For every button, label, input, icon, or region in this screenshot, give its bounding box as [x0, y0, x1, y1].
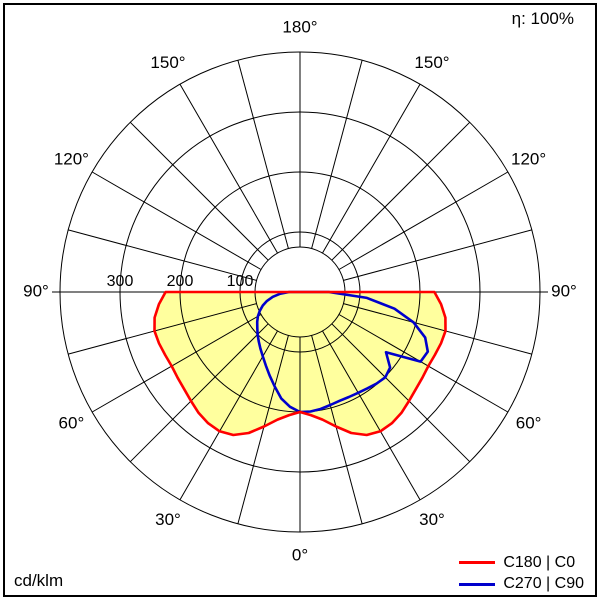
unit-label: cd/klm — [14, 571, 64, 590]
angle-label-150-right: 150° — [414, 53, 449, 72]
radial-tick-label: 200 — [167, 273, 194, 290]
curve-c180-c0 — [153, 290, 447, 437]
legend: C180 | C0 C270 | C90 — [459, 554, 584, 593]
legend-label-c180-c0: C180 | C0 — [503, 553, 576, 571]
angle-label-180-right: 180° — [282, 17, 317, 36]
angle-label-30-right: 30° — [419, 510, 445, 529]
angle-labels: 0° 30° 30° 60° 60° 90° 90° 120° 120° 150° 150° 180° — [23, 17, 577, 564]
legend-line-blue-icon — [459, 582, 496, 586]
angle-label-120-right: 120° — [511, 149, 546, 168]
angle-label-120-left: 120° — [54, 149, 89, 168]
angle-label-30-left: 30° — [155, 510, 181, 529]
legend-label-c270-c90: C270 | C90 — [503, 575, 584, 593]
polar-grid — [52, 51, 548, 533]
angle-label-90-left: 90° — [23, 281, 49, 300]
radial-tick-label: 300 — [107, 273, 134, 290]
angle-label-90-right: 90° — [551, 281, 577, 300]
radial-tick-labels: 100 200 300 — [107, 273, 254, 290]
legend-item-c270-c90: C270 | C90 — [459, 575, 584, 593]
angle-label-0-right: 0° — [292, 545, 308, 564]
angle-label-60-left: 60° — [59, 413, 85, 432]
legend-item-c180-c0: C180 | C0 — [459, 554, 584, 572]
legend-line-red-icon — [459, 561, 496, 565]
radial-tick-label: 100 — [227, 273, 254, 290]
angle-label-150-left: 150° — [150, 53, 185, 72]
angle-label-60-right: 60° — [516, 413, 542, 432]
efficiency-label: η: 100% — [511, 9, 574, 28]
